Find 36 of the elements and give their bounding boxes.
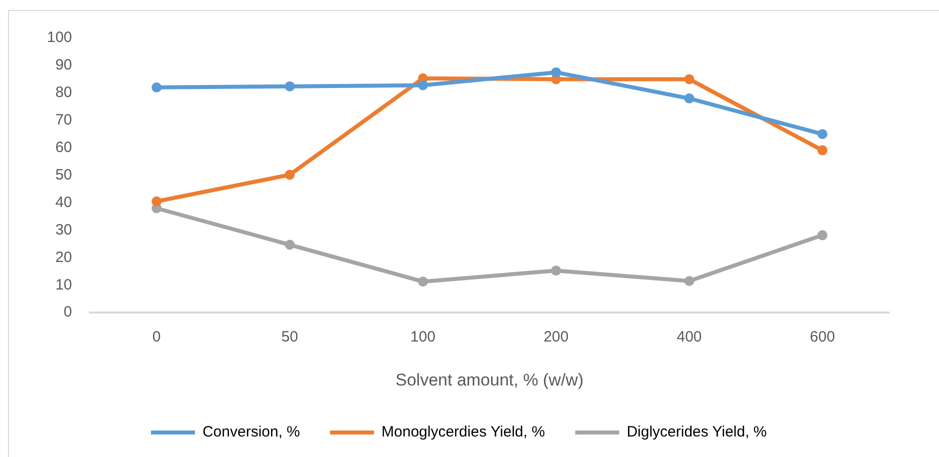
- y-tick-label: 50: [55, 166, 72, 184]
- y-tick-label: 60: [55, 138, 72, 156]
- y-tick-label: 70: [55, 112, 72, 129]
- point: [284, 81, 295, 92]
- point: [284, 240, 295, 250]
- y-tick-label: 80: [55, 84, 72, 102]
- point: [684, 74, 694, 84]
- y-tick-label: 10: [55, 276, 72, 294]
- point: [284, 170, 295, 180]
- point: [817, 230, 828, 240]
- point: [551, 266, 562, 276]
- y-tick-label: 0: [64, 304, 72, 321]
- y-tick-label: 90: [55, 56, 72, 74]
- legend-label: Conversion, %: [202, 424, 300, 441]
- point: [418, 80, 428, 90]
- point: [418, 276, 428, 287]
- legend-label: Monoglycerdies Yield, %: [382, 424, 545, 441]
- x-tick-label: 200: [544, 328, 569, 346]
- y-tick-label: 20: [55, 248, 72, 266]
- point: [684, 276, 694, 286]
- y-tick-label: 100: [46, 29, 72, 46]
- point: [817, 129, 828, 140]
- x-tick-label: 600: [810, 328, 835, 346]
- point: [551, 67, 562, 78]
- y-tick-label: 40: [55, 194, 72, 211]
- x-tick-label: 400: [676, 328, 702, 346]
- x-tick-label: 100: [410, 328, 436, 346]
- x-tick-label: 50: [281, 328, 298, 346]
- point: [152, 196, 162, 206]
- x-tick-label: 0: [152, 328, 161, 346]
- x-axis-title: Solvent amount, % (w/w): [396, 370, 584, 390]
- point: [684, 93, 694, 104]
- y-tick-label: 30: [55, 221, 72, 238]
- legend-label: Diglycerides Yield, %: [626, 424, 767, 441]
- point: [152, 82, 162, 92]
- point: [817, 145, 828, 156]
